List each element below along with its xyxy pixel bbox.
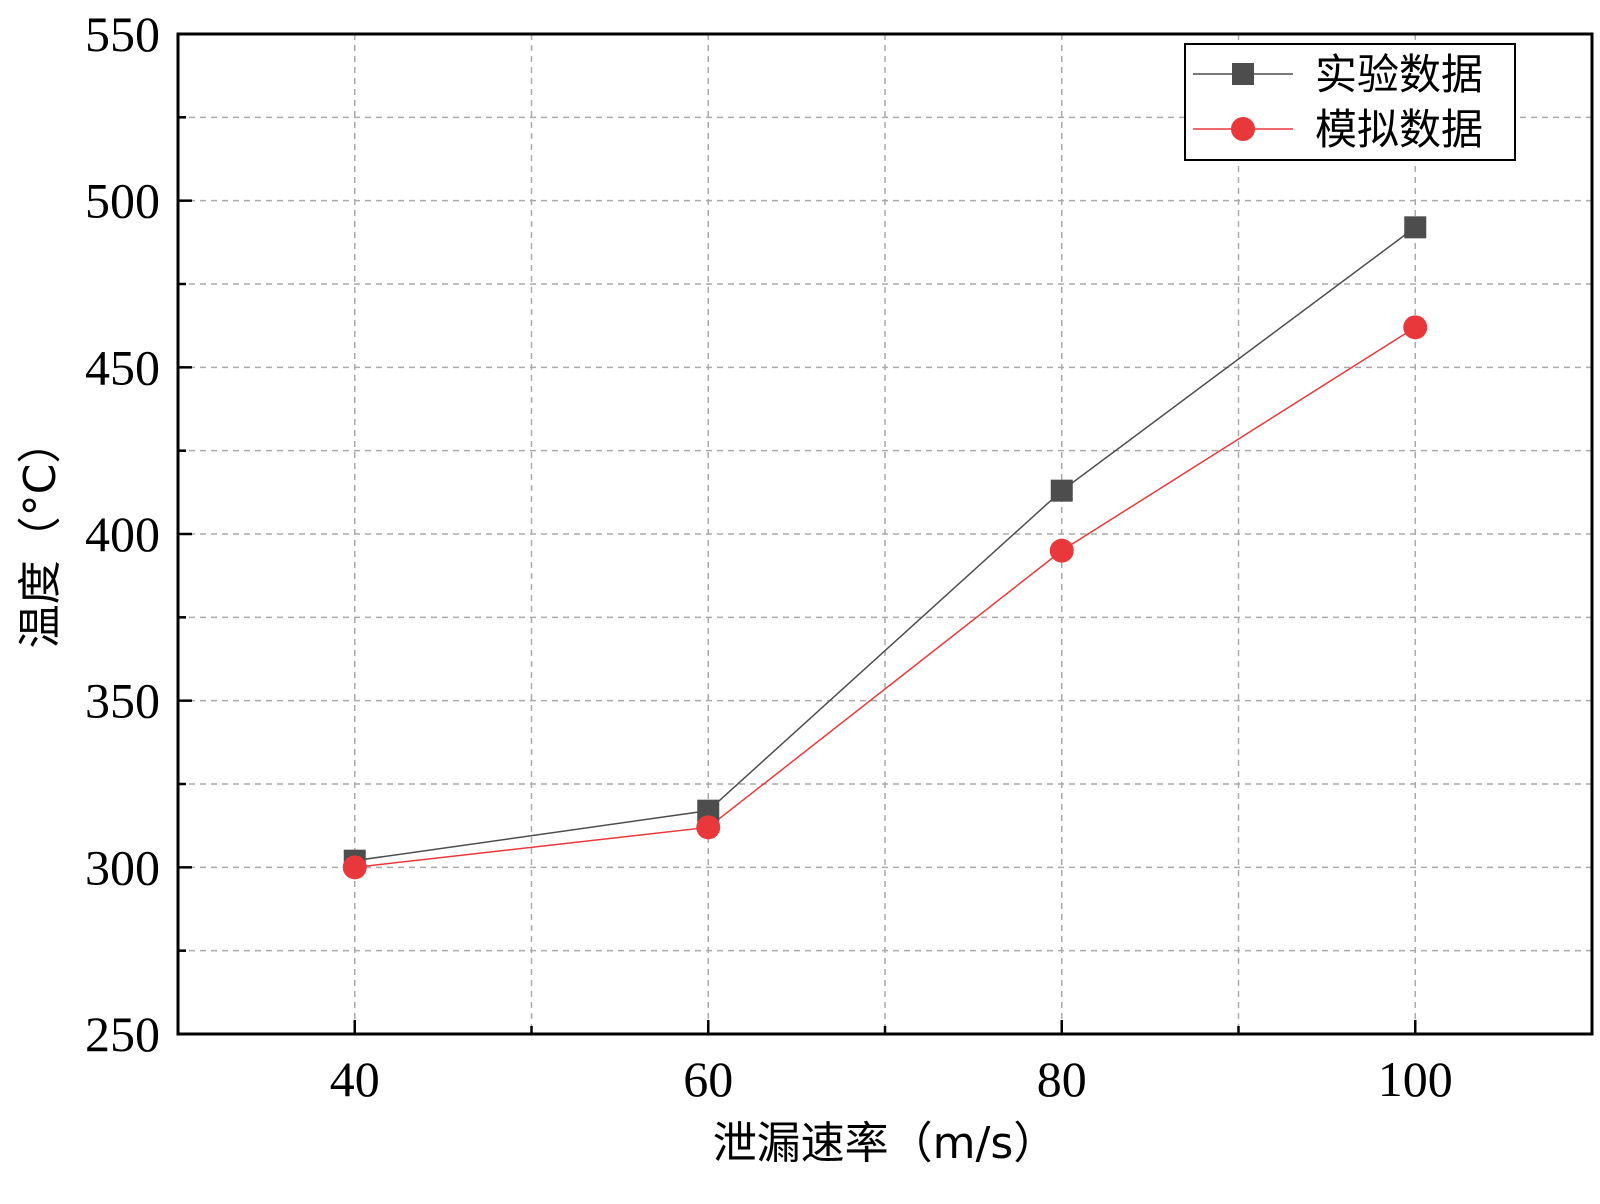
x-tick-label: 40 <box>330 1051 380 1107</box>
series-lines <box>354 226 1416 869</box>
y-tick-label: 450 <box>85 339 160 395</box>
data-point-circle <box>1049 538 1074 563</box>
axis-ticks <box>178 32 1417 1036</box>
data-point-square <box>697 799 720 822</box>
y-tick-label: 400 <box>85 506 160 562</box>
legend-label-2: 模拟数据 <box>1315 105 1483 154</box>
data-point-circle <box>1403 315 1428 340</box>
y-tick-label: 550 <box>85 6 160 62</box>
y-tick-label: 350 <box>85 673 160 729</box>
series-line-1 <box>354 226 1416 862</box>
x-axis-title: 泄漏速率（m/s） <box>713 1118 1058 1169</box>
data-point-circle <box>342 855 367 880</box>
x-tick-label: 60 <box>683 1051 733 1107</box>
data-point-square <box>1050 479 1073 502</box>
y-axis-title: 温度（°C） <box>15 420 66 649</box>
legend-marker-square <box>1232 63 1254 85</box>
y-tick-label: 300 <box>85 839 160 895</box>
legend-box <box>1184 43 1516 161</box>
tick-labels: 40 60 80 100 250 300 350 400 450 500 550 <box>85 6 1453 1107</box>
x-tick-label: 100 <box>1378 1051 1453 1107</box>
x-tick-label: 80 <box>1037 1051 1087 1107</box>
data-markers <box>342 216 1428 880</box>
legend-marker-circle <box>1231 117 1255 141</box>
grid-lines <box>178 34 1592 1034</box>
data-point-circle <box>696 815 721 840</box>
y-tick-label: 250 <box>85 1006 160 1062</box>
legend-label-1: 实验数据 <box>1315 50 1483 99</box>
y-tick-label: 500 <box>85 173 160 229</box>
data-point-square <box>1404 216 1427 239</box>
series-line-2 <box>354 326 1416 869</box>
